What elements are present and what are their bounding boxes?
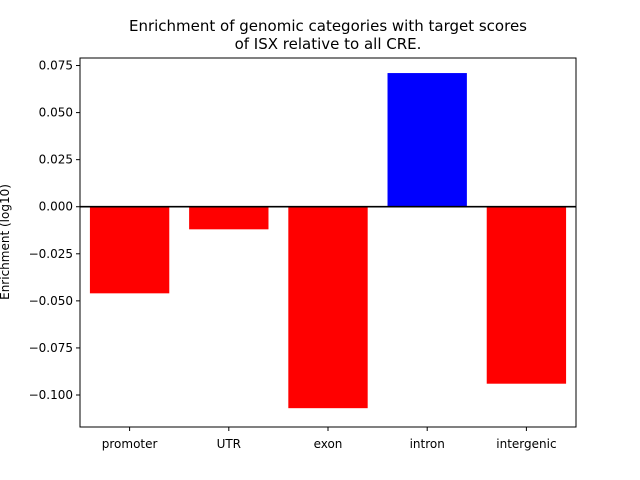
y-tick-label: 0.025 — [39, 153, 73, 167]
y-tick-label: −0.100 — [29, 388, 73, 402]
bars-group — [89, 73, 567, 409]
bar-exon — [288, 206, 368, 409]
x-tick-label: intron — [410, 437, 445, 451]
y-tick-label: −0.050 — [29, 294, 73, 308]
y-axis-ticks: 0.075 0.050 0.025 0.000 −0.025 −0.050 −0.075 −0… — [29, 59, 80, 402]
y-tick-label: 0.000 — [39, 200, 73, 214]
x-tick-label: UTR — [217, 437, 241, 451]
y-axis-label: Enrichment (log10) — [0, 184, 12, 300]
bar-intergenic — [486, 206, 567, 384]
x-tick-label: exon — [314, 437, 343, 451]
x-axis-ticks: promoter UTR exon intron intergenic — [102, 427, 557, 451]
x-tick-label: promoter — [102, 437, 158, 451]
y-tick-label: −0.025 — [29, 247, 73, 261]
x-tick-label: intergenic — [496, 437, 556, 451]
bar-UTR — [189, 206, 269, 230]
chart-title-line-1: Enrichment of genomic categories with ta… — [129, 17, 527, 35]
y-tick-label: 0.050 — [39, 106, 73, 120]
bar-promoter — [89, 206, 170, 294]
y-tick-label: 0.075 — [39, 59, 73, 73]
y-tick-label: −0.075 — [29, 341, 73, 355]
bar-intron — [387, 73, 467, 207]
chart-title-line-2: of ISX relative to all CRE. — [235, 35, 422, 53]
